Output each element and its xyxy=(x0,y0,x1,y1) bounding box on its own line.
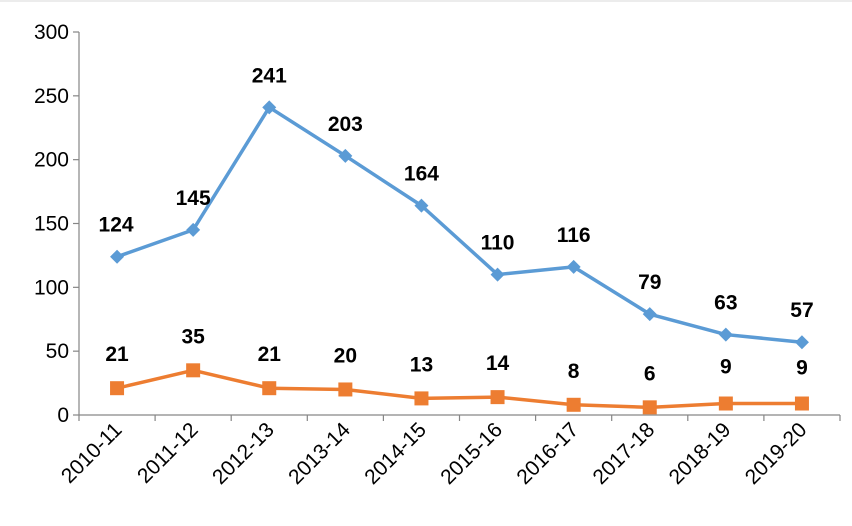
series-2-point xyxy=(794,396,809,411)
data-label: 124 xyxy=(99,214,134,237)
y-tick-label: 150 xyxy=(34,213,69,236)
x-tick-label: 2017-18 xyxy=(589,418,660,489)
series-2-point xyxy=(110,381,125,396)
data-label: 79 xyxy=(638,271,661,294)
series-1-point xyxy=(718,327,733,342)
data-label: 9 xyxy=(720,356,732,379)
y-tick-label: 250 xyxy=(34,85,69,108)
series-2-point xyxy=(718,396,733,411)
x-tick-label: 2015-16 xyxy=(436,418,507,489)
series-2-point xyxy=(186,363,201,378)
series-1-point xyxy=(186,222,201,237)
data-label: 6 xyxy=(644,362,656,385)
data-label: 145 xyxy=(176,187,211,210)
series-1-point xyxy=(110,249,125,264)
data-label: 241 xyxy=(252,64,287,87)
x-tick-label: 2012-13 xyxy=(208,418,279,489)
series-1-point xyxy=(642,307,657,322)
x-tick-label: 2010-11 xyxy=(57,418,127,488)
y-tick-label: 0 xyxy=(57,404,69,427)
x-tick-label: 2018-19 xyxy=(665,418,736,489)
data-label: 63 xyxy=(714,292,737,315)
data-label: 21 xyxy=(258,343,282,366)
data-label: 14 xyxy=(486,352,510,375)
series-1-point xyxy=(490,267,505,282)
series-line-2 xyxy=(116,368,802,410)
y-tick-label: 100 xyxy=(34,276,69,299)
series-2-point xyxy=(490,390,505,405)
series-2-point xyxy=(262,381,277,396)
series-1-point xyxy=(414,198,429,213)
series-2-point xyxy=(338,382,353,397)
series-2-point xyxy=(566,397,581,412)
x-tick-label: 2014-15 xyxy=(360,418,431,489)
data-label: 9 xyxy=(796,357,808,380)
y-tick-label: 200 xyxy=(34,149,69,172)
series-1-point xyxy=(262,100,277,115)
y-tick-label: 300 xyxy=(34,21,69,44)
x-tick-label: 2013-14 xyxy=(284,418,355,489)
x-tick-label: 2011-12 xyxy=(133,418,203,488)
x-tick-label: 2016-17 xyxy=(512,418,583,489)
x-axis-ticks: 2010-11 2011-12 2012-13 2013-14 2014-15 2015-… xyxy=(57,415,841,489)
series-2-point xyxy=(642,400,657,415)
series-1-point xyxy=(794,335,809,350)
data-label: 116 xyxy=(557,224,591,247)
series-group xyxy=(110,100,809,415)
data-label: 8 xyxy=(568,360,580,383)
series-1-point xyxy=(338,148,353,163)
data-label: 21 xyxy=(105,343,129,366)
data-label: 110 xyxy=(481,232,515,255)
data-label: 203 xyxy=(328,113,363,136)
series-1-point xyxy=(566,259,581,274)
data-label: 13 xyxy=(410,353,433,376)
y-axis-ticks: 0 50 100 150 200 250 300 xyxy=(34,21,79,427)
data-label: 20 xyxy=(334,344,357,367)
series-line-1 xyxy=(116,105,803,344)
data-labels: 124 145 241 203 164 110 116 79 63 57 21 35 21 20 13 14 8… xyxy=(99,64,814,385)
x-tick-label: 2019-20 xyxy=(741,418,812,489)
data-label: 57 xyxy=(790,299,813,322)
data-label: 164 xyxy=(404,163,439,186)
series-2-point xyxy=(414,391,429,406)
y-tick-label: 50 xyxy=(46,340,69,363)
data-label: 35 xyxy=(181,325,205,348)
